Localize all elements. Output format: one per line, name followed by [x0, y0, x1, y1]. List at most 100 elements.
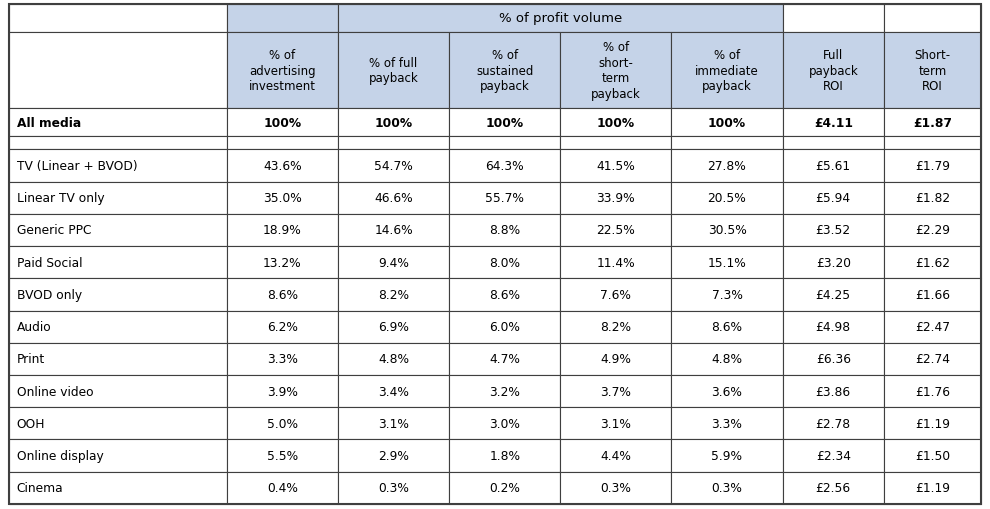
Bar	[338, 375, 449, 407]
Text: 100%: 100%	[374, 117, 413, 129]
Text: £1.76: £1.76	[915, 385, 950, 398]
Text: 8.6%: 8.6%	[712, 321, 742, 333]
Bar	[782, 5, 884, 33]
Bar	[560, 440, 671, 472]
Bar	[671, 182, 782, 214]
Bar	[560, 214, 671, 246]
Text: % of
short-
term
payback: % of short- term payback	[591, 41, 641, 101]
Bar	[671, 343, 782, 375]
Text: 3.4%: 3.4%	[378, 385, 409, 398]
Bar	[560, 375, 671, 407]
Bar	[338, 311, 449, 343]
Text: % of full
payback: % of full payback	[368, 56, 419, 85]
Bar	[449, 137, 560, 150]
Bar	[671, 109, 782, 137]
Bar	[9, 375, 227, 407]
Bar	[884, 375, 981, 407]
Bar	[560, 33, 671, 109]
Bar	[671, 407, 782, 440]
Text: Online video: Online video	[17, 385, 93, 398]
Text: £1.19: £1.19	[915, 482, 950, 494]
Bar	[560, 343, 671, 375]
Bar	[449, 311, 560, 343]
Bar	[227, 246, 338, 279]
Text: £6.36: £6.36	[816, 353, 850, 365]
Bar	[338, 137, 449, 150]
Text: £1.66: £1.66	[915, 288, 950, 301]
Bar	[9, 246, 227, 279]
Text: 13.2%: 13.2%	[263, 256, 302, 269]
Bar	[449, 343, 560, 375]
Text: 8.8%: 8.8%	[489, 224, 521, 237]
Text: £3.86: £3.86	[816, 385, 850, 398]
Bar	[884, 137, 981, 150]
Text: Print: Print	[17, 353, 46, 365]
Text: 27.8%: 27.8%	[708, 160, 746, 173]
Text: 3.1%: 3.1%	[378, 417, 409, 430]
Text: 6.0%: 6.0%	[489, 321, 520, 333]
Bar	[9, 311, 227, 343]
Bar	[560, 279, 671, 311]
Text: 100%: 100%	[263, 117, 302, 129]
Bar	[671, 440, 782, 472]
Text: % of
immediate
payback: % of immediate payback	[695, 49, 759, 93]
Bar	[338, 246, 449, 279]
Bar	[560, 246, 671, 279]
Text: % of profit volume: % of profit volume	[499, 12, 622, 25]
Text: 46.6%: 46.6%	[374, 192, 413, 205]
Bar	[9, 440, 227, 472]
Text: £1.19: £1.19	[915, 417, 950, 430]
Text: 4.7%: 4.7%	[489, 353, 520, 365]
Text: Cinema: Cinema	[17, 482, 63, 494]
Text: 43.6%: 43.6%	[263, 160, 302, 173]
Text: £3.20: £3.20	[816, 256, 850, 269]
Text: £2.78: £2.78	[816, 417, 850, 430]
Bar	[227, 150, 338, 182]
Bar	[884, 182, 981, 214]
Bar	[782, 182, 884, 214]
Bar	[338, 343, 449, 375]
Bar	[227, 407, 338, 440]
Bar	[671, 214, 782, 246]
Text: 4.8%: 4.8%	[378, 353, 409, 365]
Bar	[884, 150, 981, 182]
Text: 4.4%: 4.4%	[600, 449, 632, 462]
Bar	[338, 5, 782, 33]
Text: £1.87: £1.87	[913, 117, 952, 129]
Text: 3.0%: 3.0%	[489, 417, 520, 430]
Bar	[9, 109, 227, 137]
Bar	[884, 33, 981, 109]
Text: Online display: Online display	[17, 449, 104, 462]
Text: 4.9%: 4.9%	[600, 353, 632, 365]
Bar	[338, 279, 449, 311]
Bar	[9, 279, 227, 311]
Bar	[338, 440, 449, 472]
Bar	[884, 407, 981, 440]
Bar	[227, 440, 338, 472]
Text: 3.3%: 3.3%	[267, 353, 298, 365]
Bar	[782, 246, 884, 279]
Bar	[782, 33, 884, 109]
Bar	[338, 407, 449, 440]
Bar	[671, 375, 782, 407]
Text: 100%: 100%	[486, 117, 524, 129]
Text: % of
advertising
investment: % of advertising investment	[248, 49, 316, 93]
Text: £1.50: £1.50	[915, 449, 950, 462]
Bar	[782, 109, 884, 137]
Text: £2.29: £2.29	[915, 224, 950, 237]
Bar	[449, 279, 560, 311]
Bar	[560, 472, 671, 504]
Bar	[884, 279, 981, 311]
Bar	[884, 214, 981, 246]
Text: 0.2%: 0.2%	[489, 482, 520, 494]
Text: 64.3%: 64.3%	[485, 160, 524, 173]
Text: 4.8%: 4.8%	[712, 353, 742, 365]
Text: 3.3%: 3.3%	[712, 417, 742, 430]
Text: £2.34: £2.34	[816, 449, 850, 462]
Bar	[782, 375, 884, 407]
Text: 18.9%: 18.9%	[263, 224, 302, 237]
Bar	[884, 109, 981, 137]
Text: % of
sustained
payback: % of sustained payback	[476, 49, 534, 93]
Text: 8.0%: 8.0%	[489, 256, 520, 269]
Bar	[560, 311, 671, 343]
